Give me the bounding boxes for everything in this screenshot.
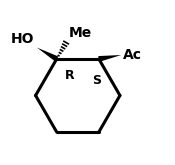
- Text: Me: Me: [69, 26, 92, 40]
- Text: R: R: [65, 69, 74, 82]
- Text: HO: HO: [10, 32, 34, 46]
- Text: Ac: Ac: [123, 48, 142, 62]
- Polygon shape: [37, 48, 58, 62]
- Polygon shape: [98, 55, 121, 62]
- Text: S: S: [92, 74, 101, 87]
